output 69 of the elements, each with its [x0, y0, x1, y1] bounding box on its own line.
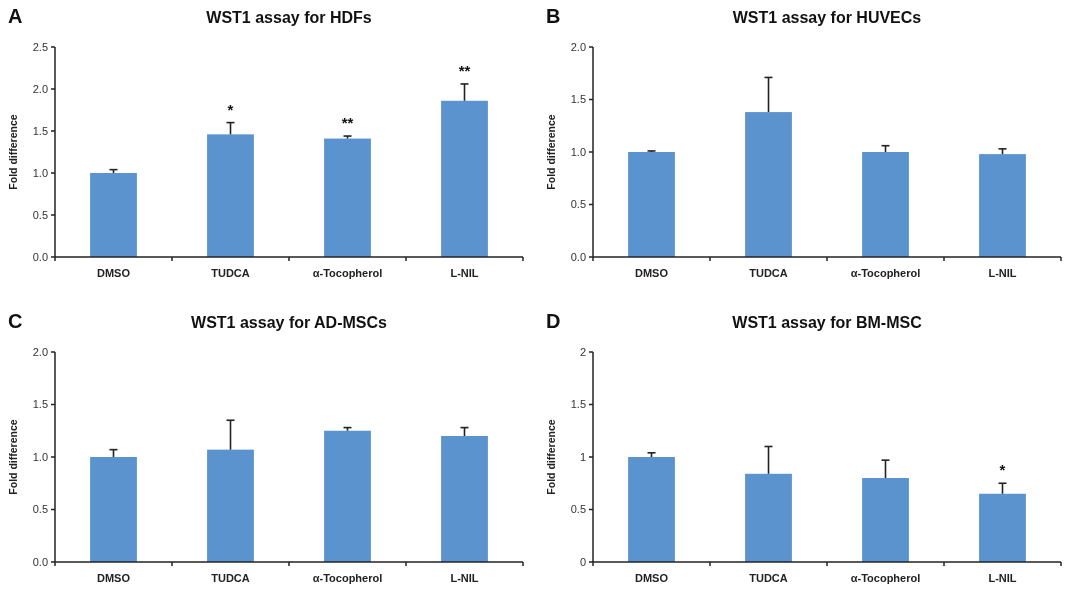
x-tick-label: α-Tocopherol — [312, 572, 383, 584]
annotation: * — [227, 100, 234, 118]
x-tick-label: DMSO — [635, 572, 669, 584]
bar — [979, 493, 1026, 562]
y-tick-label: 0.5 — [570, 198, 586, 211]
x-tick-label: α-Tocopherol — [850, 267, 921, 279]
bar — [862, 478, 909, 562]
chart-title: WST1 assay for HUVECs — [732, 9, 922, 26]
bar — [90, 173, 137, 257]
y-tick-label: 1.5 — [570, 93, 586, 106]
x-tick-label: TUDCA — [749, 572, 788, 584]
y-axis-title: Fold difference — [545, 114, 557, 190]
bar — [441, 100, 488, 257]
y-tick-label: 1.0 — [570, 145, 586, 158]
annotation: * — [999, 461, 1006, 479]
y-tick-label: 0.0 — [32, 250, 48, 263]
y-tick-label: 0.5 — [570, 503, 586, 516]
chart-title: WST1 assay for HDFs — [206, 9, 372, 26]
chart-title: WST1 assay for BM-MSC — [732, 314, 923, 331]
y-tick-label: 0.5 — [32, 208, 48, 221]
x-tick-label: TUDCA — [211, 267, 250, 279]
x-tick-label: L-NIL — [988, 267, 1017, 279]
bar — [207, 134, 254, 257]
x-tick-label: L-NIL — [450, 267, 479, 279]
y-tick-label: 0 — [579, 555, 586, 568]
bar — [324, 138, 371, 257]
y-tick-label: 0.0 — [570, 250, 586, 263]
y-tick-label: 1.5 — [32, 124, 48, 137]
x-tick-label: DMSO — [97, 572, 131, 584]
chart-title: WST1 assay for AD-MSCs — [191, 314, 388, 331]
bar — [745, 112, 792, 257]
bar — [628, 152, 675, 257]
x-tick-label: TUDCA — [749, 267, 788, 279]
bar — [207, 449, 254, 562]
annotation: ** — [341, 114, 354, 132]
bar — [90, 457, 137, 562]
x-tick-label: α-Tocopherol — [850, 572, 921, 584]
bar — [324, 430, 371, 562]
y-axis-title: Fold difference — [7, 114, 19, 190]
text: B — [546, 5, 561, 27]
y-tick-label: 1.5 — [32, 398, 48, 411]
bar — [862, 152, 909, 257]
text: D — [546, 310, 561, 332]
y-tick-label: 2 — [579, 345, 586, 358]
annotation: ** — [458, 61, 471, 79]
y-tick-label: 1.5 — [570, 398, 586, 411]
text: C — [8, 310, 23, 332]
y-axis-title: Fold difference — [545, 419, 557, 495]
bar — [441, 436, 488, 562]
y-tick-label: 1.0 — [32, 450, 48, 463]
y-tick-label: 1.0 — [32, 166, 48, 179]
y-tick-label: 2.0 — [32, 82, 48, 95]
x-tick-label: DMSO — [635, 267, 669, 279]
y-tick-label: 2.0 — [32, 345, 48, 358]
y-tick-label: 2.0 — [570, 40, 586, 53]
y-tick-label: 2.5 — [32, 40, 48, 53]
x-tick-label: TUDCA — [211, 572, 250, 584]
x-tick-label: L-NIL — [988, 572, 1017, 584]
x-tick-label: α-Tocopherol — [312, 267, 383, 279]
bar — [979, 154, 1026, 257]
bar — [628, 457, 675, 562]
text: A — [8, 5, 23, 27]
y-tick-label: 1 — [579, 450, 586, 463]
bar — [745, 473, 792, 562]
y-axis-title: Fold difference — [7, 419, 19, 495]
y-tick-label: 0.0 — [32, 555, 48, 568]
y-tick-label: 0.5 — [32, 503, 48, 516]
x-tick-label: DMSO — [97, 267, 131, 279]
x-tick-label: L-NIL — [450, 572, 479, 584]
